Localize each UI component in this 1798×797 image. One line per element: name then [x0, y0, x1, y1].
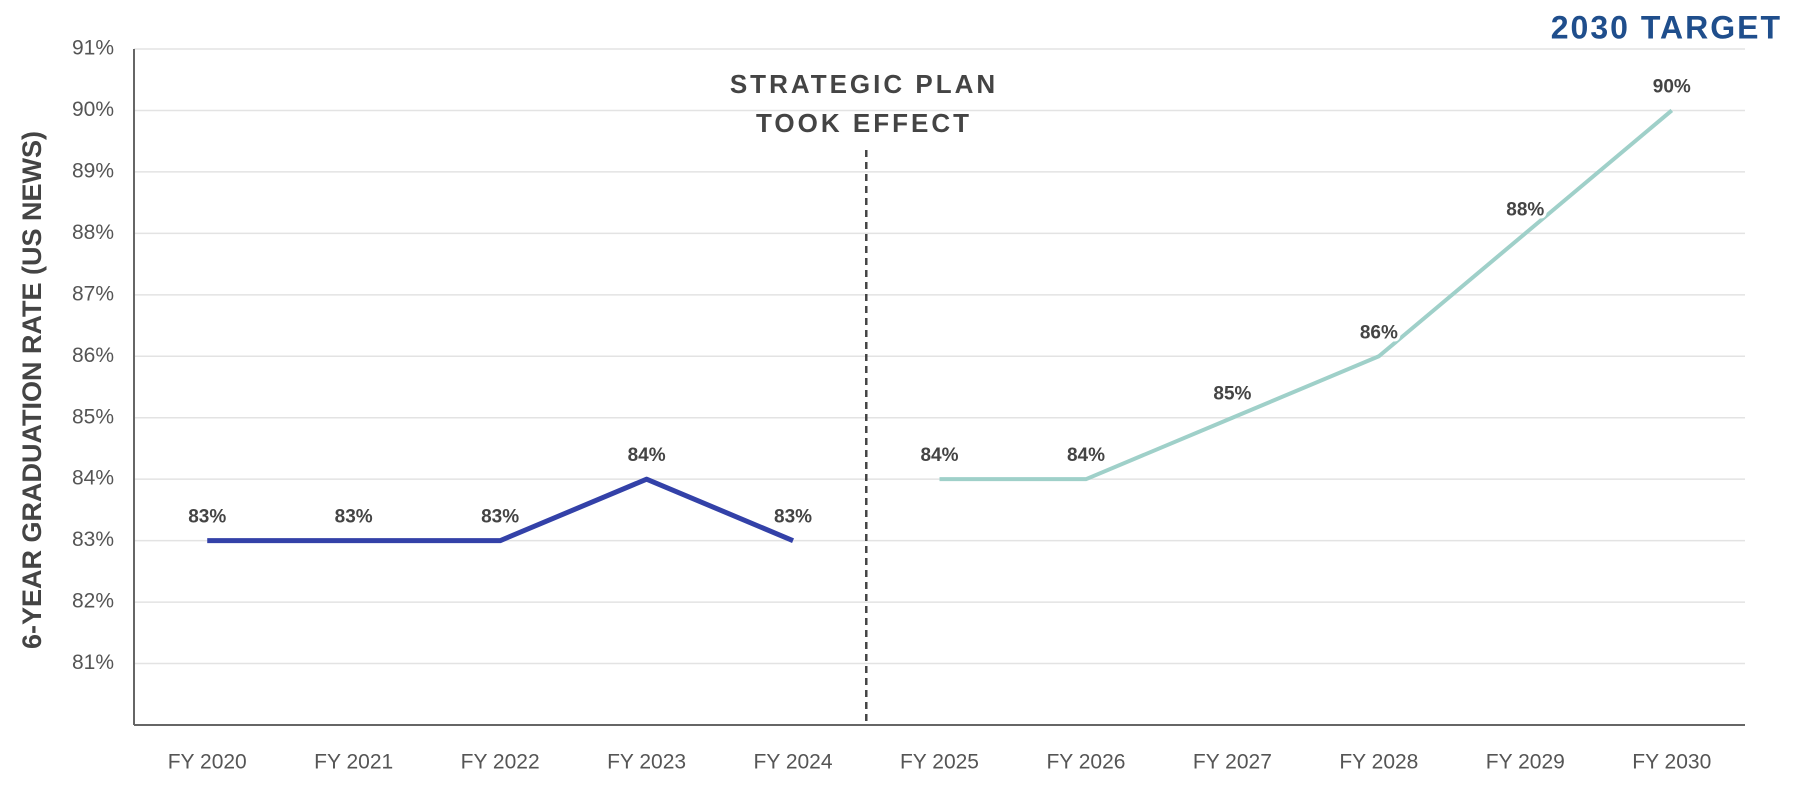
chart-title: 2030 TARGET: [1551, 9, 1782, 45]
x-tick-label: FY 2023: [607, 751, 686, 774]
data-label: 85%: [1213, 384, 1251, 405]
data-label: 86%: [1360, 322, 1398, 343]
data-label: 83%: [774, 507, 812, 528]
x-tick-label: FY 2027: [1193, 751, 1272, 774]
data-label: 84%: [920, 445, 958, 466]
line-series: [939, 108, 1674, 482]
y-axis-title: 6-YEAR GRADUATION RATE (US NEWS): [17, 131, 47, 649]
x-tick-label: FY 2021: [314, 751, 393, 774]
y-tick-label: 85%: [72, 405, 114, 428]
x-tick-label: FY 2026: [1046, 751, 1125, 774]
data-label: 84%: [628, 445, 666, 466]
y-tick-label: 87%: [72, 282, 114, 305]
x-tick-label: FY 2020: [168, 751, 247, 774]
y-tick-label: 86%: [72, 344, 114, 367]
y-tick-label: 83%: [72, 528, 114, 551]
annotation: TOOK EFFECT: [756, 108, 972, 138]
line-series: [207, 476, 795, 544]
data-label: 83%: [188, 507, 226, 528]
x-tick-label: FY 2028: [1339, 751, 1418, 774]
annotation: STRATEGIC PLAN: [730, 69, 998, 99]
x-tick-label: FY 2024: [754, 751, 833, 774]
data-label: 90%: [1653, 76, 1691, 97]
y-tick-label: 81%: [72, 651, 114, 674]
x-tick-label: FY 2022: [461, 751, 540, 774]
y-tick-label: 89%: [72, 159, 114, 182]
y-tick-label: 91%: [72, 37, 114, 60]
y-tick-label: 90%: [72, 98, 114, 121]
data-label: 88%: [1506, 199, 1544, 220]
data-label: 83%: [335, 507, 373, 528]
data-label: 84%: [1067, 445, 1105, 466]
y-tick-label: 88%: [72, 221, 114, 244]
y-tick-label: 84%: [72, 467, 114, 490]
data-label: 83%: [481, 507, 519, 528]
x-tick-label: FY 2030: [1632, 751, 1711, 774]
x-tick-label: FY 2029: [1486, 751, 1565, 774]
x-tick-label: FY 2025: [900, 751, 979, 774]
y-tick-label: 82%: [72, 590, 114, 613]
